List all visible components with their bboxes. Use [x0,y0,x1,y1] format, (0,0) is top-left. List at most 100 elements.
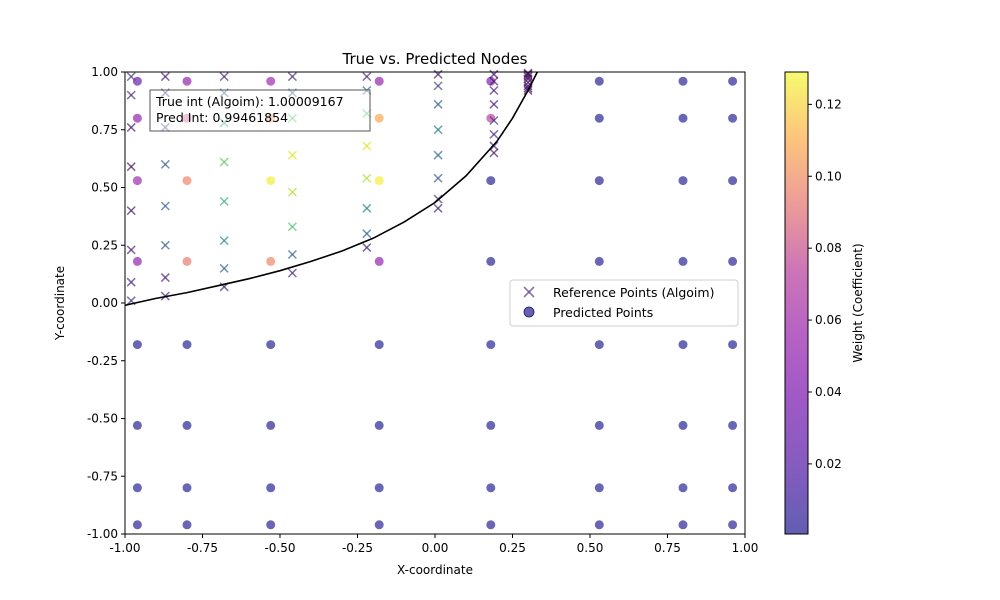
reference-point [287,249,297,260]
x-tick-label: -0.50 [264,541,295,555]
predicted-point [182,256,192,266]
annotation-line-2: Pred Int: 0.99461854 [156,110,288,125]
reference-point [489,99,499,109]
annotation-line-1: True int (Algoim): 1.00009167 [155,94,344,109]
predicted-point [266,76,276,86]
x-tick-label: -1.00 [109,541,140,555]
legend-predicted-label: Predicted Points [553,305,653,320]
predicted-point [374,113,384,123]
reference-point [362,72,372,82]
y-tick-label: -0.50 [87,412,118,426]
predicted-point [678,420,688,430]
predicted-point [132,113,142,123]
y-axis: -1.00 -0.75 -0.50 -0.25 0.00 0.25 0.50 0.75 1.00 [87,65,125,541]
predicted-point [266,483,276,493]
reference-point [126,245,136,255]
predicted-point [594,76,604,86]
predicted-point [132,420,142,430]
predicted-point [132,176,142,186]
y-axis-label: Y-coordinate [53,266,67,341]
reference-point [287,268,297,278]
colorbar-ticks: 0.02 0.04 0.06 0.08 0.10 0.12 [808,97,842,471]
predicted-point [678,76,688,86]
predicted-point [486,256,496,266]
predicted-point [486,520,496,530]
reference-point [523,72,533,82]
reference-point [219,157,229,167]
reference-point [126,277,136,287]
predicted-point [374,340,384,350]
predicted-point [594,340,604,350]
reference-point [362,229,372,239]
reference-point [160,201,170,211]
predicted-point [132,483,142,493]
reference-point [362,203,372,213]
reference-point [126,206,136,216]
predicted-point [678,340,688,350]
predicted-point [266,176,276,186]
predicted-point [374,256,384,266]
predicted-point [374,76,384,86]
predicted-point [486,483,496,493]
reference-point [287,222,297,232]
predicted-point [182,176,192,186]
x-tick-label: -0.25 [342,541,373,555]
reference-point [489,148,499,158]
predicted-point [486,176,496,186]
predicted-point [266,520,276,530]
colorbar-label: Weight (Coefficient) [851,243,865,362]
predicted-point [374,176,384,186]
reference-point [433,173,443,183]
predicted-point [728,113,738,123]
predicted-point [486,420,496,430]
reference-point [433,125,443,135]
legend-reference-marker [523,286,535,298]
predicted-point [594,113,604,123]
reference-point [433,203,443,213]
x-tick-label: 1.00 [732,541,759,555]
reference-point [489,129,499,139]
y-tick-label: 0.00 [91,296,118,310]
x-axis: -1.00 -0.75 -0.50 -0.25 0.00 0.25 0.50 0.75 1.00 [109,534,758,555]
x-axis-label: X-coordinate [397,563,473,577]
colorbar: 0.02 0.04 0.06 0.08 0.10 0.12 Weight (Coeffic… [784,71,865,535]
predicted-point [182,520,192,530]
reference-point [433,150,443,160]
reference-point [362,243,372,253]
boundary-curve [125,72,539,307]
colorbar-tick-label: 0.02 [815,457,842,471]
reference-point [287,72,297,82]
chart-title: True vs. Predicted Nodes [341,50,527,68]
predicted-point [486,340,496,350]
predicted-point [374,483,384,493]
colorbar-gradient [784,71,809,535]
colorbar-tick-label: 0.10 [815,169,842,183]
predicted-point [594,420,604,430]
colorbar-tick-label: 0.04 [815,385,842,399]
reference-point [126,162,136,172]
y-tick-label: 0.75 [91,123,118,137]
predicted-point [266,340,276,350]
predicted-point [594,176,604,186]
annotation-box: True int (Algoim): 1.00009167 Pred Int: … [149,89,371,132]
predicted-point [132,256,142,266]
predicted-point [678,520,688,530]
reference-point [160,72,170,82]
predicted-point [728,420,738,430]
predicted-point [594,483,604,493]
reference-point [126,90,136,100]
reference-point [126,72,136,82]
reference-point [160,240,170,250]
legend-predicted-marker [523,306,535,318]
predicted-point [182,76,192,86]
y-tick-label: -0.25 [87,354,118,368]
predicted-point [374,420,384,430]
predicted-point [132,76,142,86]
predicted-point [728,176,738,186]
predicted-point [728,483,738,493]
reference-point [219,72,229,82]
predicted-point [266,256,276,266]
predicted-point [182,420,192,430]
predicted-point [486,76,496,86]
x-tick-label: -0.75 [187,541,218,555]
